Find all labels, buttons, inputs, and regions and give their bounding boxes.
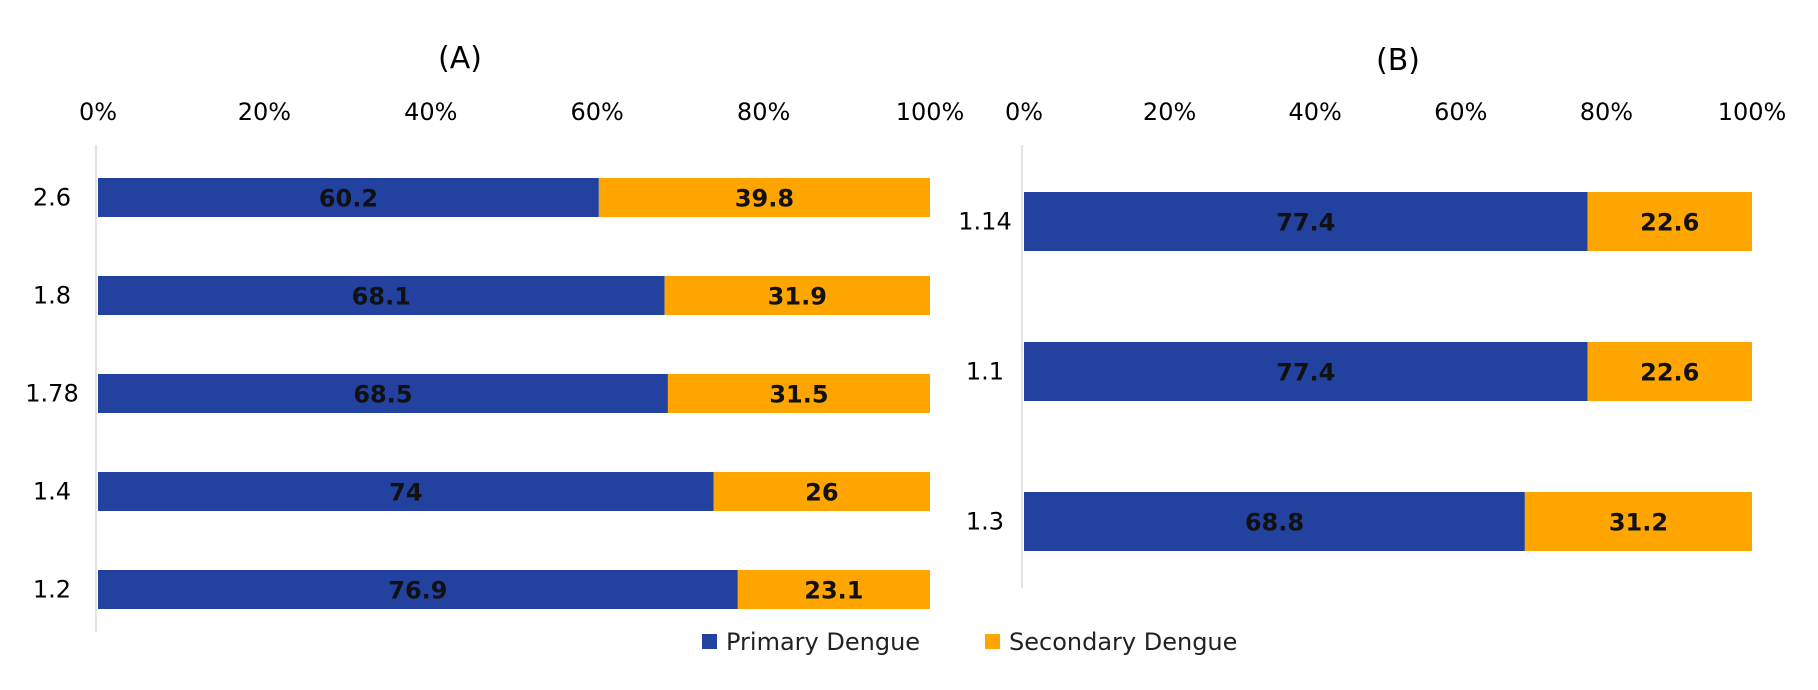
category-label: 1.1 bbox=[966, 358, 1004, 386]
bar-segment-secondary bbox=[1587, 342, 1752, 401]
data-label: 26 bbox=[805, 479, 838, 507]
x-tick-label: 80% bbox=[1580, 98, 1633, 126]
panel-title: (A) bbox=[438, 41, 482, 76]
category-label: 1.14 bbox=[958, 208, 1011, 236]
bar-segment-primary bbox=[1024, 342, 1588, 401]
category-label: 1.4 bbox=[33, 478, 71, 506]
bar-segment-secondary bbox=[667, 374, 930, 413]
x-tick-label: 40% bbox=[404, 98, 457, 126]
data-label: 39.8 bbox=[735, 185, 794, 213]
legend-swatch bbox=[985, 634, 1000, 649]
data-label: 77.4 bbox=[1276, 209, 1335, 237]
data-label: 77.4 bbox=[1276, 359, 1335, 387]
x-tick-label: 0% bbox=[79, 98, 117, 126]
data-label: 68.1 bbox=[352, 283, 411, 311]
x-tick-label: 0% bbox=[1005, 98, 1043, 126]
data-label: 31.5 bbox=[769, 381, 828, 409]
data-label: 31.9 bbox=[768, 283, 827, 311]
bar-segment-primary bbox=[1024, 492, 1525, 551]
bar-segment-primary bbox=[98, 178, 599, 217]
bar-segment-secondary bbox=[737, 570, 930, 609]
bar-segment-primary bbox=[98, 472, 714, 511]
bar-segment-secondary bbox=[713, 472, 930, 511]
legend-label: Primary Dengue bbox=[726, 628, 920, 656]
x-tick-label: 20% bbox=[1143, 98, 1196, 126]
x-tick-label: 100% bbox=[1718, 98, 1787, 126]
x-tick-label: 80% bbox=[737, 98, 790, 126]
bar-segment-primary bbox=[98, 570, 738, 609]
category-label: 1.2 bbox=[33, 576, 71, 604]
legend-swatch bbox=[702, 634, 717, 649]
panel-b-chart: (B) 0% 20% 40% 60% 80% 100% 1.14 77.4 22.6 1.1 77.4… bbox=[958, 43, 1786, 588]
category-label: 2.6 bbox=[33, 184, 71, 212]
bar-segment-secondary bbox=[664, 276, 930, 315]
x-tick-label: 40% bbox=[1289, 98, 1342, 126]
x-tick-label: 100% bbox=[896, 98, 965, 126]
data-label: 68.5 bbox=[353, 381, 412, 409]
category-label: 1.78 bbox=[25, 380, 78, 408]
data-label: 68.8 bbox=[1245, 509, 1304, 537]
data-label: 22.6 bbox=[1640, 359, 1699, 387]
x-tick-label: 60% bbox=[571, 98, 624, 126]
bar-segment-primary bbox=[98, 374, 668, 413]
category-label: 1.3 bbox=[966, 508, 1004, 536]
bar-segment-secondary bbox=[1587, 192, 1752, 251]
bar-segment-secondary bbox=[1524, 492, 1752, 551]
category-label: 1.8 bbox=[33, 282, 71, 310]
data-label: 31.2 bbox=[1609, 509, 1668, 537]
legend: Primary Dengue Secondary Dengue bbox=[702, 628, 1237, 656]
bar-segment-secondary bbox=[598, 178, 930, 217]
data-label: 60.2 bbox=[319, 185, 378, 213]
x-tick-label: 60% bbox=[1434, 98, 1487, 126]
data-label: 74 bbox=[389, 479, 422, 507]
bar-segment-primary bbox=[98, 276, 665, 315]
panel-title: (B) bbox=[1376, 43, 1420, 78]
data-label: 23.1 bbox=[804, 577, 863, 605]
x-tick-label: 20% bbox=[238, 98, 291, 126]
legend-label: Secondary Dengue bbox=[1009, 628, 1237, 656]
bar-segment-primary bbox=[1024, 192, 1588, 251]
data-label: 76.9 bbox=[388, 577, 447, 605]
panel-a-chart: (A) 0% 20% 40% 60% 80% 100% 2.6 60.2 39.8 1.8 68.1 3… bbox=[25, 41, 964, 632]
data-label: 22.6 bbox=[1640, 209, 1699, 237]
